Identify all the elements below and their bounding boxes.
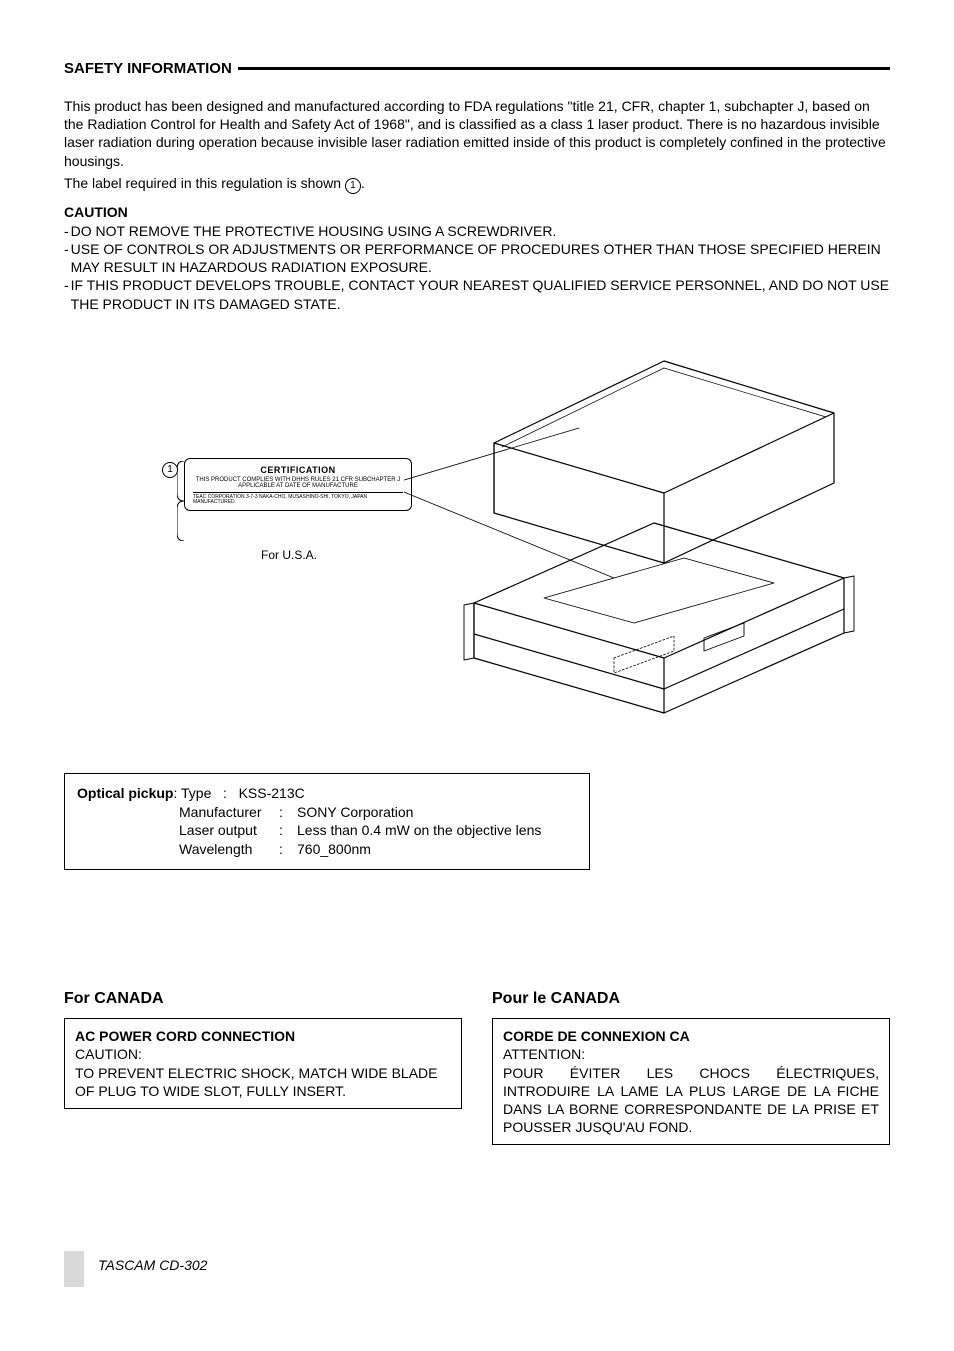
canada-fr-col: Pour le CANADA CORDE DE CONNEXION CA ATT… [492, 990, 890, 1145]
figure-area: 1 CERTIFICATION THIS PRODUCT COMPLIES WI… [64, 353, 890, 743]
opt-sep: : [279, 803, 297, 822]
certification-label: CERTIFICATION THIS PRODUCT COMPLIES WITH… [184, 458, 412, 511]
optical-lead: Optical pickup [77, 785, 173, 801]
caution-text: USE OF CONTROLS OR ADJUSTMENTS OR PERFOR… [71, 240, 890, 276]
opt-val: Less than 0.4 mW on the objective lens [297, 821, 577, 840]
intro-p2-pre: The label required in this regulation is… [64, 175, 345, 191]
canada-en-head: AC POWER CORD CONNECTION [75, 1027, 451, 1045]
dash: - [64, 276, 71, 312]
cert-body: THIS PRODUCT COMPLIES WITH DHHS RULES 21… [193, 477, 403, 490]
canada-fr-sub: ATTENTION: [503, 1045, 879, 1063]
cert-caption: For U.S.A. [184, 548, 394, 562]
dash: - [64, 222, 71, 240]
canada-en-sub: CAUTION: [75, 1045, 451, 1063]
canada-en-title: For CANADA [64, 990, 462, 1008]
opt-sep: : [279, 840, 297, 859]
page: SAFETY INFORMATION This product has been… [0, 0, 954, 1351]
canada-fr-box: CORDE DE CONNEXION CA ATTENTION: POUR ÉV… [492, 1018, 890, 1145]
colon: : [173, 785, 181, 801]
optical-pickup-box: Optical pickup: Type : KSS-213C Manufact… [64, 773, 590, 871]
optical-row: Wavelength : 760_800nm [77, 840, 577, 859]
footer-bar [64, 1251, 84, 1287]
optical-row-1: Optical pickup: Type : KSS-213C [77, 784, 577, 803]
caution-text: DO NOT REMOVE THE PROTECTIVE HOUSING USI… [71, 222, 890, 240]
canada-en-body: TO PREVENT ELECTRIC SHOCK, MATCH WIDE BL… [75, 1064, 451, 1100]
opt-val: KSS-213C [239, 785, 305, 801]
caution-item: - USE OF CONTROLS OR ADJUSTMENTS OR PERF… [64, 240, 890, 276]
canada-fr-title: Pour le CANADA [492, 990, 890, 1008]
intro-p2-post: . [361, 175, 365, 191]
optical-row: Manufacturer : SONY Corporation [77, 803, 577, 822]
circled-1-inline: 1 [345, 178, 361, 194]
dash: - [64, 240, 71, 276]
footer-text: TASCAM CD-302 [98, 1257, 207, 1273]
cert-title: CERTIFICATION [193, 465, 403, 475]
caution-item: - IF THIS PRODUCT DEVELOPS TROUBLE, CONT… [64, 276, 890, 312]
device-diagram-icon [404, 353, 864, 723]
caution-item: - DO NOT REMOVE THE PROTECTIVE HOUSING U… [64, 222, 890, 240]
intro-paragraph-1: This product has been designed and manuf… [64, 97, 890, 170]
opt-key: Laser output [179, 821, 279, 840]
section-title: SAFETY INFORMATION [64, 60, 232, 77]
opt-key: Type [181, 785, 211, 801]
intro-paragraph-2: The label required in this regulation is… [64, 174, 890, 194]
caution-heading: CAUTION [64, 204, 890, 220]
title-rule [246, 67, 890, 70]
canada-en-box: AC POWER CORD CONNECTION CAUTION: TO PRE… [64, 1018, 462, 1109]
cert-mfr: TEAC CORPORATION 3-7-3 NAKA-CHO, MUSASHI… [193, 492, 403, 506]
canada-columns: For CANADA AC POWER CORD CONNECTION CAUT… [64, 990, 890, 1145]
opt-key: Manufacturer [179, 803, 279, 822]
optical-row: Laser output : Less than 0.4 mW on the o… [77, 821, 577, 840]
opt-key: Wavelength [179, 840, 279, 859]
opt-val: 760_800nm [297, 840, 577, 859]
opt-sep: : [279, 821, 297, 840]
opt-sep: : [215, 785, 234, 801]
caution-text: IF THIS PRODUCT DEVELOPS TROUBLE, CONTAC… [71, 276, 890, 312]
canada-en-col: For CANADA AC POWER CORD CONNECTION CAUT… [64, 990, 462, 1145]
title-rule-tick [238, 67, 246, 70]
canada-fr-body: POUR ÉVITER LES CHOCS ÉLECTRIQUES, INTRO… [503, 1064, 879, 1137]
section-title-row: SAFETY INFORMATION [64, 60, 890, 77]
opt-val: SONY Corporation [297, 803, 577, 822]
caution-list: - DO NOT REMOVE THE PROTECTIVE HOUSING U… [64, 222, 890, 313]
callout-number: 1 [162, 461, 178, 478]
canada-fr-head: CORDE DE CONNEXION CA [503, 1027, 879, 1045]
circled-1-callout: 1 [162, 462, 178, 478]
